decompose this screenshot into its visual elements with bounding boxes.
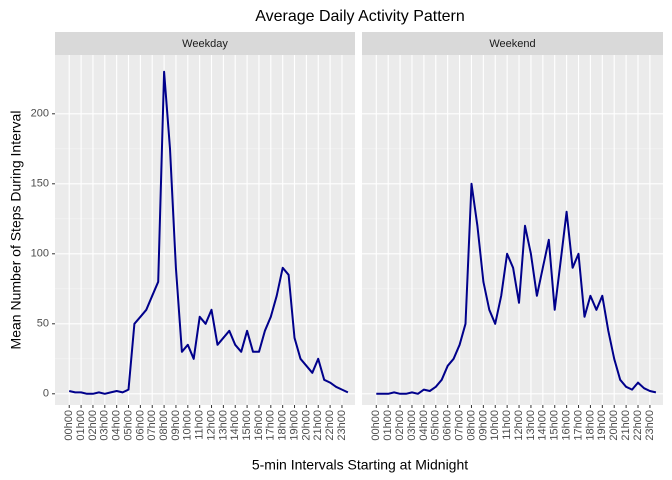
x-tick-label: 19h00 — [596, 410, 608, 441]
x-tick-label: 14h00 — [537, 410, 549, 441]
facet-label: Weekend — [489, 38, 535, 50]
y-axis-title: Mean Number of Steps During Interval — [8, 111, 24, 350]
x-tick-label: 02h00 — [87, 410, 99, 441]
x-tick-label: 14h00 — [229, 410, 241, 441]
x-tick-label: 05h00 — [430, 410, 442, 441]
x-tick-label: 08h00 — [465, 410, 477, 441]
y-tick-label: 50 — [37, 318, 49, 330]
x-tick-label: 21h00 — [312, 410, 324, 441]
x-tick-label: 10h00 — [489, 410, 501, 441]
x-tick-label: 09h00 — [477, 410, 489, 441]
y-tick-label: 0 — [43, 388, 49, 400]
x-tick-label: 12h00 — [205, 410, 217, 441]
x-tick-label: 19h00 — [288, 410, 300, 441]
x-tick-label: 10h00 — [182, 410, 194, 441]
x-tick-label: 16h00 — [253, 410, 265, 441]
x-axis-title: 5-min Intervals Starting at Midnight — [252, 457, 468, 473]
strip-background — [362, 32, 663, 55]
x-tick-label: 15h00 — [549, 410, 561, 441]
x-tick-label: 17h00 — [265, 410, 277, 441]
x-tick-label: 04h00 — [111, 410, 123, 441]
x-tick-label: 18h00 — [277, 410, 289, 441]
x-tick-label: 20h00 — [300, 410, 312, 441]
x-tick-label: 05h00 — [122, 410, 134, 441]
x-tick-label: 11h00 — [501, 410, 513, 440]
x-tick-label: 11h00 — [194, 410, 206, 440]
x-tick-label: 16h00 — [561, 410, 573, 441]
x-tick-label: 13h00 — [217, 410, 229, 441]
x-tick-label: 02h00 — [394, 410, 406, 441]
x-tick-label: 00h00 — [63, 410, 75, 441]
x-tick-label: 22h00 — [324, 410, 336, 441]
x-tick-label: 03h00 — [406, 410, 418, 441]
y-tick-label: 200 — [31, 108, 49, 120]
x-tick-label: 01h00 — [75, 410, 87, 441]
data-line — [376, 182, 657, 395]
x-tick-label: 21h00 — [620, 410, 632, 441]
facet-label: Weekday — [182, 38, 228, 50]
x-tick-label: 17h00 — [572, 410, 584, 441]
x-tick-label: 07h00 — [453, 410, 465, 441]
strip-background — [55, 32, 355, 55]
chart-title: Average Daily Activity Pattern — [255, 8, 465, 25]
x-tick-label: 23h00 — [644, 410, 656, 441]
x-tick-label: 06h00 — [442, 410, 454, 441]
x-tick-label: 20h00 — [608, 410, 620, 441]
x-tick-label: 01h00 — [382, 410, 394, 441]
x-tick-label: 07h00 — [146, 410, 158, 441]
panel-background — [362, 55, 663, 405]
x-tick-label: 23h00 — [336, 410, 348, 441]
x-tick-label: 09h00 — [170, 410, 182, 441]
x-tick-label: 15h00 — [241, 410, 253, 441]
panel-background — [55, 55, 355, 405]
x-tick-label: 08h00 — [158, 410, 170, 441]
x-tick-label: 00h00 — [370, 410, 382, 441]
x-tick-label: 12h00 — [513, 410, 525, 441]
x-tick-label: 04h00 — [418, 410, 430, 441]
y-tick-label: 100 — [31, 248, 49, 260]
x-tick-label: 18h00 — [584, 410, 596, 441]
x-tick-label: 06h00 — [134, 410, 146, 441]
data-line — [68, 70, 349, 395]
x-tick-label: 03h00 — [99, 410, 111, 441]
x-tick-label: 22h00 — [632, 410, 644, 441]
x-tick-label: 13h00 — [525, 410, 537, 441]
y-tick-label: 150 — [31, 178, 49, 190]
